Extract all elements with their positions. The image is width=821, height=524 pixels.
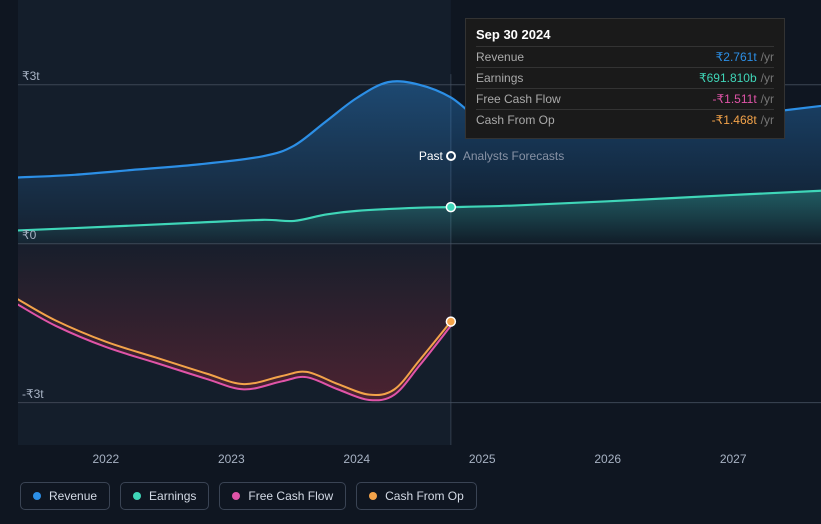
tooltip-metric-label: Free Cash Flow: [476, 92, 561, 106]
tooltip-date: Sep 30 2024: [476, 27, 774, 42]
x-tick-label: 2027: [720, 452, 747, 466]
tooltip-metric-label: Earnings: [476, 71, 523, 85]
x-tick-label: 2025: [469, 452, 496, 466]
y-tick-label: ₹0: [22, 228, 36, 242]
legend-dot-icon: [133, 492, 141, 500]
past-label: Past: [419, 149, 443, 163]
legend-label: Free Cash Flow: [248, 489, 333, 503]
y-tick-label: ₹3t: [22, 69, 40, 83]
legend-label: Revenue: [49, 489, 97, 503]
forecast-label: Analysts Forecasts: [463, 149, 564, 163]
legend-label: Earnings: [149, 489, 196, 503]
x-tick-label: 2026: [594, 452, 621, 466]
tooltip-metric-value: ₹2.761t/yr: [716, 50, 774, 64]
legend-label: Cash From Op: [385, 489, 464, 503]
tooltip-metric-value: -₹1.468t/yr: [712, 113, 774, 127]
legend-dot-icon: [232, 492, 240, 500]
legend-item-cfo[interactable]: Cash From Op: [356, 482, 477, 510]
past-forecast-marker: [446, 151, 456, 161]
legend-item-fcf[interactable]: Free Cash Flow: [219, 482, 346, 510]
legend-item-earnings[interactable]: Earnings: [120, 482, 209, 510]
tooltip-row: Cash From Op -₹1.468t/yr: [476, 109, 774, 130]
tooltip-metric-label: Cash From Op: [476, 113, 555, 127]
tooltip-metric-label: Revenue: [476, 50, 524, 64]
legend-dot-icon: [369, 492, 377, 500]
y-tick-label: -₹3t: [22, 387, 44, 401]
x-tick-label: 2023: [218, 452, 245, 466]
tooltip-row: Earnings ₹691.810b/yr: [476, 67, 774, 88]
tooltip-row: Free Cash Flow -₹1.511t/yr: [476, 88, 774, 109]
legend-item-revenue[interactable]: Revenue: [20, 482, 110, 510]
tooltip-row: Revenue ₹2.761t/yr: [476, 46, 774, 67]
chart-legend: Revenue Earnings Free Cash Flow Cash From O…: [20, 482, 477, 510]
tooltip-rows: Revenue ₹2.761t/yr Earnings ₹691.810b/yr Fre…: [476, 46, 774, 130]
tooltip-metric-value: ₹691.810b/yr: [699, 71, 774, 85]
tooltip-metric-value: -₹1.511t/yr: [713, 92, 774, 106]
earnings-forecast-chart: Sep 30 2024 Revenue ₹2.761t/yr Earnings ₹69…: [0, 0, 821, 524]
x-tick-label: 2022: [92, 452, 119, 466]
legend-dot-icon: [33, 492, 41, 500]
chart-tooltip: Sep 30 2024 Revenue ₹2.761t/yr Earnings ₹69…: [465, 18, 785, 139]
x-tick-label: 2024: [343, 452, 370, 466]
